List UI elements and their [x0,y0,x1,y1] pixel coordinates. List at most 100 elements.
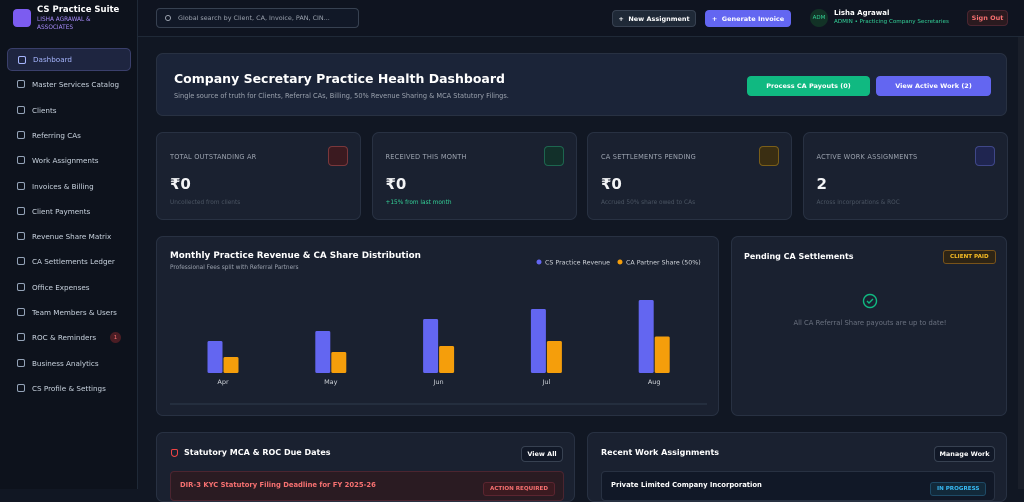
nav-item[interactable]: Referring CAs [7,124,131,147]
x-tick-label: Jun [433,378,444,386]
shield-icon [171,449,178,457]
label: New Assignment [628,14,690,23]
nav-item[interactable]: CS Profile & Settings [7,377,131,400]
avatar[interactable]: ADM [810,9,828,27]
nav-item[interactable]: Invoices & Billing [7,175,131,198]
view-work-button[interactable]: View Active Work (2) [876,76,991,96]
legend-label: CA Partner Share (50%) [626,260,701,267]
hero-card: Company Secretary Practice Health Dashbo… [156,53,1007,116]
kpi-value: 2 [816,175,827,193]
kpi-card: ACTIVE WORK ASSIGNMENTS 2 Across incorpora… [802,132,1008,220]
kpi-value: ₹0 [170,175,191,193]
sign-out-button[interactable]: Sign Out [967,10,1008,26]
chart-title: Monthly Practice Revenue & CA Share Dist… [170,251,421,261]
row-badge: ACTION REQUIRED [483,482,555,496]
kpi-icon [543,146,564,166]
view-all-button[interactable]: View All [521,446,563,462]
nav-icon [17,105,25,114]
legend-swatch [617,259,623,265]
check-icon [862,293,878,309]
bar [654,336,670,373]
chart: Apr May Jun Jul Aug CS Practice Revenue CA Par… [170,259,707,405]
hero-subtitle: Single source of truth for Clients, Refe… [174,92,509,100]
x-tick-label: Apr [217,378,229,386]
revenue-chart-card: Monthly Practice Revenue & CA Share Dist… [156,236,719,416]
nav-label: CA Settlements Ledger [32,257,115,267]
logo [13,9,31,27]
user-name: Lisha Agrawal [834,9,890,17]
nav-label: Clients [32,105,57,115]
recent-row[interactable]: Private Limited Company Incorporation IN… [601,471,995,501]
process-payouts-button[interactable]: Process CA Payouts (0) [747,76,870,96]
nav-item[interactable]: Master Services Catalog [7,73,131,96]
x-tick-label: Jul [541,378,550,386]
kpi-value: ₹0 [385,175,407,193]
row-badge: IN PROGRESS [930,482,987,496]
bar [439,346,455,373]
recent-title: Recent Work Assignments [601,448,720,457]
page: CS Practice Suite LISHA AGRAWAL & ASSOCI… [7,0,1024,502]
kpi-card: CA SETTLEMENTS PENDING ₹0 Accrued 50% shar… [587,132,792,220]
new-assignment-button[interactable]: + New Assignment [612,10,696,27]
kpi-note: Uncollected from clients [170,200,241,206]
nav-item[interactable]: CA Settlements Ledger [7,250,131,273]
nav-label: Revenue Share Matrix [32,232,112,242]
label: + [711,14,722,23]
kpi-icon [974,146,995,166]
nav-label: Team Members & Users [32,308,117,317]
bar [546,341,562,373]
pending-badge: CLIENT PAID [943,250,996,264]
legend-label: CS Practice Revenue [545,260,610,267]
bar [423,319,439,373]
kpi-note: Across incorporations & ROC [816,200,900,206]
nav-item[interactable]: Revenue Share Matrix [7,225,131,248]
nav-icon [17,257,25,266]
nav-label: Dashboard [33,55,72,64]
pending-message: All CA Referral Share payouts are up to … [793,319,947,327]
chart-subtitle: Professional Fees split with Referral Pa… [170,265,299,271]
nav-item[interactable]: Work Assignments [7,149,131,172]
nav-item[interactable]: Client Payments [7,200,131,223]
pending-card: Pending CA Settlements CLIENT PAID All C… [731,236,1007,416]
nav-item[interactable]: Business Analytics [7,352,131,375]
nav-icon [17,130,25,139]
nav-item[interactable]: Dashboard [7,48,131,71]
search-icon [165,15,171,21]
kpi-icon [328,146,348,166]
scrollbar[interactable] [1018,37,1024,489]
x-tick-label: Aug [648,378,661,386]
manage-work-button[interactable]: Manage Work [934,446,995,462]
header: Global search by Client, CA, Invoice, PA… [138,0,1024,37]
nav-label: Business Analytics [32,358,99,368]
brand-firm: LISHA AGRAWAL & ASSOCIATES [37,17,91,31]
nav-icon [17,282,25,291]
nav-icon [17,358,25,367]
statutory-row[interactable]: DIR-3 KYC Statutory Filing Deadline for … [170,471,564,501]
nav-item[interactable]: Office Expenses [7,276,131,299]
nav-label: Work Assignments [32,156,99,166]
recent-card: Recent Work Assignments Manage Work Priv… [587,432,1007,502]
nav-icon [18,56,26,64]
kpi-note: +15% from last month [385,200,452,206]
x-tick-label: May [324,378,338,386]
bar [223,357,239,373]
bar [315,331,331,373]
kpi-label: ACTIVE WORK ASSIGNMENTS [816,153,918,161]
nav-item[interactable]: ROC & Reminders 1 [7,326,131,349]
nav-item[interactable]: Clients [7,99,131,122]
kpi-value: ₹0 [601,175,622,193]
nav-icon [17,80,25,89]
search-box[interactable]: Global search by Client, CA, Invoice, PA… [156,8,359,28]
nav-label: Master Services Catalog [32,80,120,90]
search-placeholder: Global search by Client, CA, Invoice, PA… [178,14,330,22]
nav-icon [17,383,25,392]
nav-item[interactable]: Team Members & Users [7,301,131,324]
statutory-card: Statutory MCA & ROC Due Dates View All D… [156,432,575,502]
kpi-label: CA SETTLEMENTS PENDING [601,153,696,161]
nav-label: Office Expenses [32,282,90,292]
kpi-note: Accrued 50% share owed to CAs [601,200,696,206]
generate-invoice-button[interactable]: + Generate Invoice [705,10,791,27]
bar [638,300,654,373]
hero-title: Company Secretary Practice Health Dashbo… [174,71,505,86]
kpi-label: TOTAL OUTSTANDING AR [170,153,257,161]
